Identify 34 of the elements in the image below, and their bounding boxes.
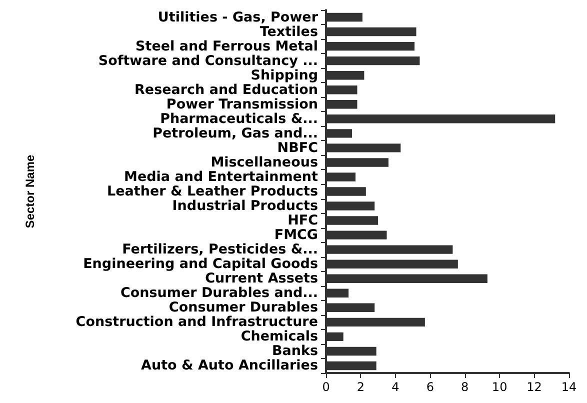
x-tick-label: 6 bbox=[426, 380, 434, 394]
y-tick-label: Shipping bbox=[250, 67, 318, 84]
y-tick-label: Petroleum, Gas and... bbox=[152, 125, 318, 142]
y-tick-label: NBFC bbox=[277, 140, 318, 156]
y-tick-label: Engineering and Capital Goods bbox=[83, 256, 318, 272]
y-tick-label: Steel and Ferrous Metal bbox=[136, 38, 318, 54]
y-tick-label: Consumer Durables bbox=[168, 300, 318, 316]
y-tick-label: Current Assets bbox=[205, 270, 318, 287]
x-tick-label: 12 bbox=[526, 380, 542, 394]
y-tick-label: Utilities - Gas, Power bbox=[158, 9, 318, 26]
x-tick-label: 2 bbox=[356, 380, 365, 394]
y-tick-label: Leather & Leather Products bbox=[107, 184, 318, 200]
x-tick-label: 14 bbox=[561, 380, 577, 394]
x-tick-label: 0 bbox=[322, 380, 330, 394]
y-tick-label: Banks bbox=[272, 343, 318, 360]
x-tick-label: 10 bbox=[492, 380, 508, 394]
y-tick-label: Fertilizers, Pesticides &... bbox=[122, 242, 318, 258]
y-tick-label: Pharmaceuticals &... bbox=[160, 110, 318, 127]
y-tick-label: Construction and Infrastructure bbox=[76, 314, 318, 330]
y-tick-label: Power Transmission bbox=[166, 96, 318, 112]
y-tick-label: Media and Entertainment bbox=[124, 168, 319, 185]
y-tick-label: HFC bbox=[288, 212, 318, 229]
y-tick-label: FMCG bbox=[274, 227, 318, 244]
y-tick-label: Chemicals bbox=[240, 328, 318, 345]
y-tick-label: Industrial Products bbox=[172, 198, 318, 214]
y-tick-label: Auto & Auto Ancillaries bbox=[141, 358, 318, 374]
y-axis-title: Sector Name bbox=[23, 154, 37, 228]
x-tick-label: 4 bbox=[392, 380, 400, 394]
y-tick-label: Consumer Durables and... bbox=[120, 285, 318, 302]
y-tick-label: Research and Education bbox=[134, 82, 318, 98]
y-tick-label: Software and Consultancy ... bbox=[98, 52, 318, 69]
y-tick-label: Textiles bbox=[260, 24, 318, 40]
y-tick-label: Miscellaneous bbox=[210, 154, 318, 170]
x-tick-label: 8 bbox=[461, 380, 469, 394]
